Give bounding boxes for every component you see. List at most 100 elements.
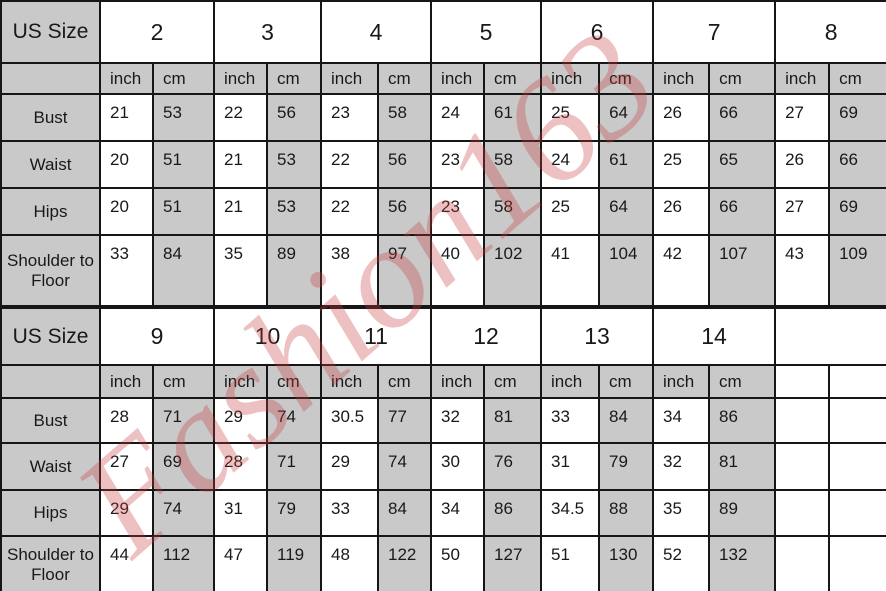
- value-inch: 44: [99, 535, 154, 591]
- blank-cell: [774, 489, 831, 537]
- value-inch: 35: [213, 234, 269, 307]
- value-cm: 77: [377, 397, 433, 444]
- value-cm: 119: [266, 535, 323, 591]
- value-cm: 56: [377, 140, 433, 189]
- row-label: Hips: [0, 187, 101, 236]
- value-cm: 74: [266, 397, 323, 444]
- unit-cm-header: cm: [708, 364, 777, 399]
- value-inch: 34: [430, 489, 486, 537]
- value-inch: 34: [652, 397, 711, 444]
- value-cm: 79: [266, 489, 323, 537]
- unit-inch-header: inch: [652, 62, 711, 95]
- blank-cell: [828, 397, 886, 444]
- unit-inch-header: inch: [213, 364, 269, 399]
- value-inch: 32: [652, 442, 711, 491]
- value-cm: 81: [483, 397, 543, 444]
- value-inch: 40: [430, 234, 486, 307]
- value-cm: 84: [377, 489, 433, 537]
- blank-cell: [828, 489, 886, 537]
- unit-inch-header: inch: [540, 364, 601, 399]
- row-label: Shoulder to Floor: [0, 535, 101, 591]
- value-inch: 31: [213, 489, 269, 537]
- value-cm: 109: [828, 234, 886, 307]
- unit-cm-header: cm: [598, 364, 655, 399]
- value-cm: 86: [483, 489, 543, 537]
- unit-cm-header: cm: [828, 62, 886, 95]
- value-cm: 76: [483, 442, 543, 491]
- size-header: 12: [430, 307, 543, 366]
- value-cm: 64: [598, 93, 655, 142]
- value-inch: 51: [540, 535, 601, 591]
- value-cm: 66: [708, 187, 777, 236]
- size-table-upper: US Size 2 3 4 5 6 7 8 inch cm inch cm inch cm inch cm in…: [0, 0, 886, 307]
- unit-inch-header: inch: [774, 62, 831, 95]
- corner-blank: [0, 62, 101, 95]
- value-inch: 35: [652, 489, 711, 537]
- value-cm: 104: [598, 234, 655, 307]
- size-header: 10: [213, 307, 323, 366]
- value-inch: 25: [652, 140, 711, 189]
- value-cm: 51: [151, 187, 216, 236]
- value-cm: 56: [377, 187, 433, 236]
- unit-cm-header: cm: [377, 62, 433, 95]
- unit-cm-header: cm: [708, 62, 777, 95]
- value-cm: 74: [377, 442, 433, 491]
- value-inch: 22: [320, 187, 380, 236]
- value-inch: 29: [213, 397, 269, 444]
- value-inch: 21: [213, 140, 269, 189]
- unit-cm-header: cm: [266, 364, 323, 399]
- size-header: 6: [540, 0, 655, 64]
- unit-cm-header: cm: [483, 364, 543, 399]
- size-header: 11: [320, 307, 433, 366]
- unit-cm-header: cm: [377, 364, 433, 399]
- size-header: 9: [98, 307, 216, 366]
- value-inch: 23: [430, 140, 486, 189]
- value-cm: 132: [708, 535, 777, 591]
- value-cm: 65: [708, 140, 777, 189]
- value-inch: 33: [540, 397, 601, 444]
- value-cm: 79: [598, 442, 655, 491]
- corner-blank: [0, 364, 101, 399]
- value-cm: 122: [377, 535, 433, 591]
- value-inch: 22: [320, 140, 380, 189]
- value-cm: 69: [151, 442, 216, 491]
- value-cm: 66: [708, 93, 777, 142]
- value-cm: 51: [151, 140, 216, 189]
- size-header: [774, 307, 886, 366]
- value-inch: 24: [430, 93, 486, 142]
- value-cm: 56: [266, 93, 323, 142]
- value-inch: 25: [540, 93, 601, 142]
- unit-inch-header: inch: [320, 364, 380, 399]
- value-inch: 50: [430, 535, 486, 591]
- value-cm: 61: [598, 140, 655, 189]
- value-cm: 69: [828, 187, 886, 236]
- size-header: 13: [540, 307, 655, 366]
- row-label: Bust: [0, 93, 101, 142]
- value-cm: 112: [151, 535, 216, 591]
- value-inch: 33: [320, 489, 380, 537]
- value-inch: 28: [213, 442, 269, 491]
- size-header: 14: [652, 307, 777, 366]
- unit-inch-header: inch: [430, 62, 486, 95]
- row-label: Bust: [0, 397, 101, 444]
- value-cm: 102: [483, 234, 543, 307]
- value-inch: 24: [540, 140, 601, 189]
- value-inch: 25: [540, 187, 601, 236]
- value-cm: 89: [266, 234, 323, 307]
- unit-cm-header: cm: [151, 364, 216, 399]
- value-inch: 26: [652, 93, 711, 142]
- value-cm: 53: [151, 93, 216, 142]
- value-inch: 31: [540, 442, 601, 491]
- unit-inch-header: inch: [320, 62, 380, 95]
- value-cm: 97: [377, 234, 433, 307]
- row-label: Hips: [0, 489, 101, 537]
- row-label: Waist: [0, 442, 101, 491]
- value-inch: 21: [99, 93, 154, 142]
- unit-inch-header: inch: [652, 364, 711, 399]
- value-cm: 86: [708, 397, 777, 444]
- value-cm: 58: [483, 187, 543, 236]
- blank-cell: [774, 397, 831, 444]
- value-cm: 84: [598, 397, 655, 444]
- value-cm: 71: [266, 442, 323, 491]
